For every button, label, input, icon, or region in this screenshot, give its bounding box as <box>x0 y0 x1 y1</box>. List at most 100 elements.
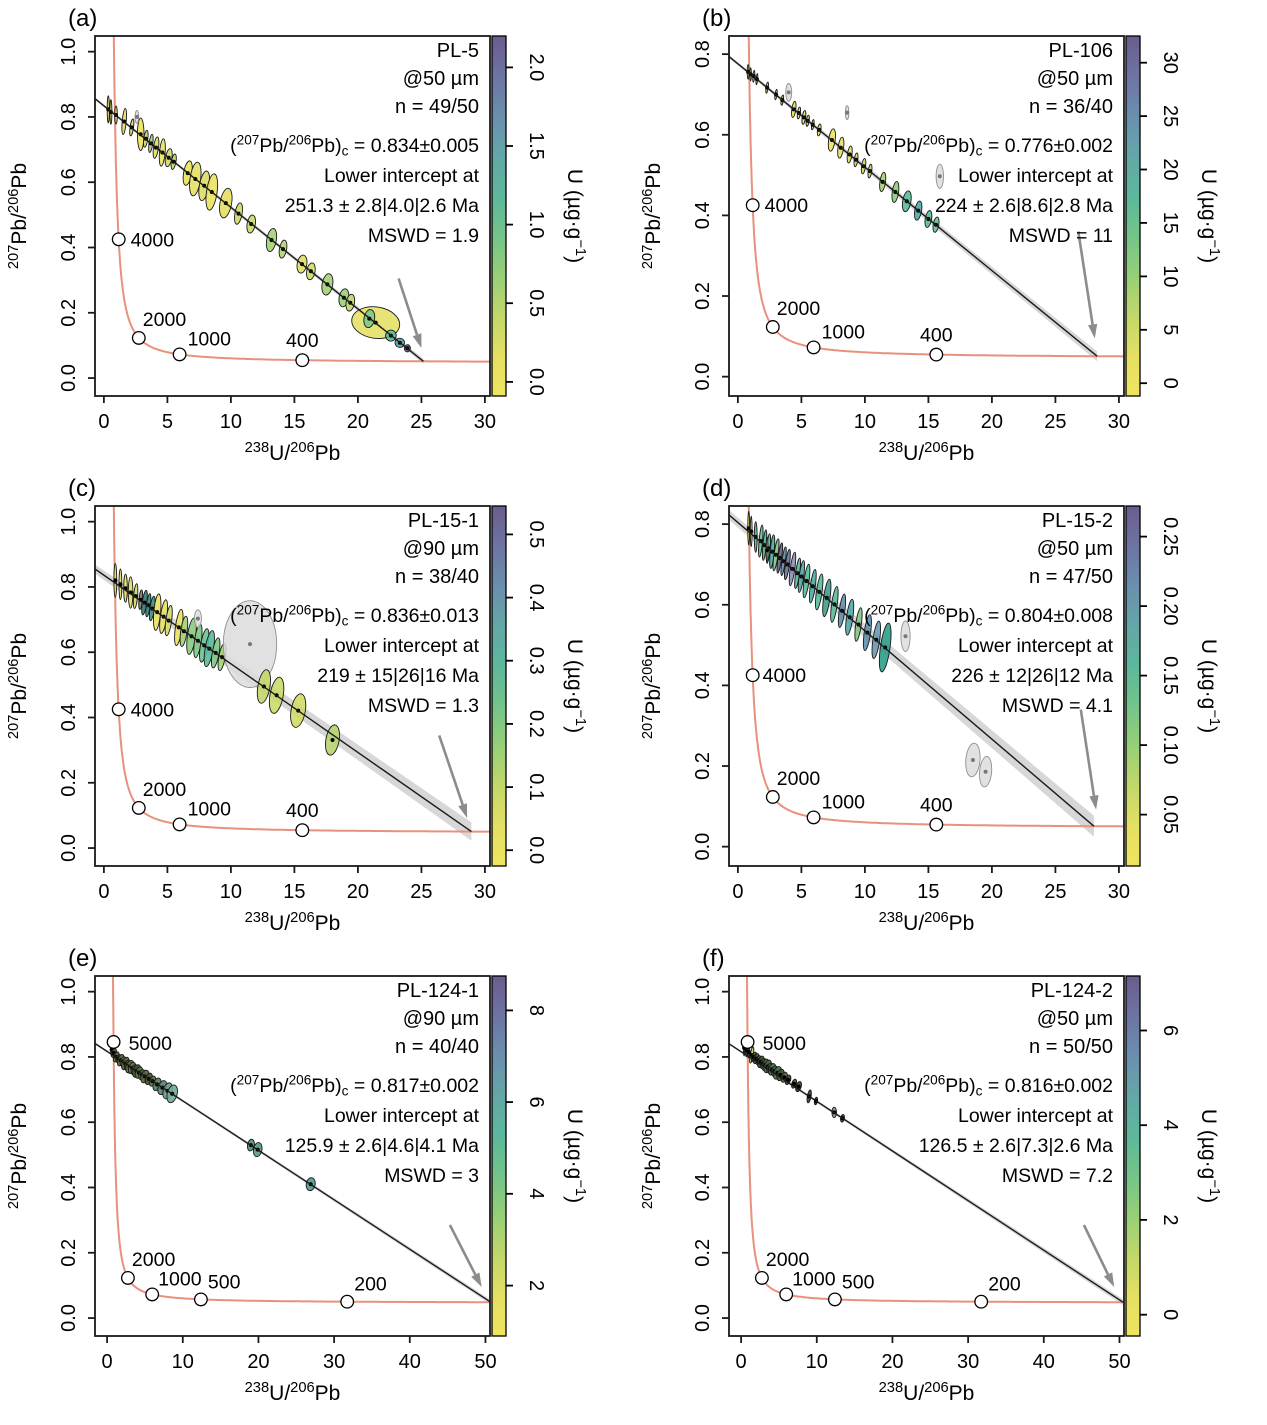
lower-intercept-age: 125.9 ± 2.6|4.6|4.1 Ma <box>285 1135 479 1157</box>
common-pb-ratio-label: (207Pb/206Pb)c = 0.776±0.002 <box>864 133 1113 159</box>
colorbar <box>1125 35 1141 397</box>
colorbar-tick-label: 0 <box>1159 378 1181 389</box>
colorbar-tick-label: 20 <box>1159 158 1181 180</box>
concordia-age-marker <box>172 347 187 362</box>
y-tick-label: 0.6 <box>58 168 80 196</box>
x-tick-label: 30 <box>1108 411 1130 433</box>
data-point-center <box>113 578 118 583</box>
y-tick-label: 0.6 <box>58 1108 80 1136</box>
age-marker-label: 2000 <box>143 779 187 801</box>
age-marker-label: 1000 <box>792 1268 836 1290</box>
data-point-center <box>786 1077 790 1082</box>
y-tick-label: 0.0 <box>692 833 714 861</box>
x-tick-label: 5 <box>796 411 807 433</box>
data-point-center <box>796 1084 801 1089</box>
common-pb-ratio-label: (207Pb/206Pb)c = 0.834±0.005 <box>230 133 479 159</box>
colorbar-tick-label: 0.5 <box>525 289 547 317</box>
age-marker-label: 1000 <box>188 798 232 820</box>
x-tick-label: 20 <box>347 881 369 903</box>
colorbar-tick-label: 6 <box>1159 1025 1181 1036</box>
age-marker-label: 4000 <box>763 665 807 687</box>
age-marker-label: 1000 <box>188 328 232 350</box>
colorbar-title: U (µg·g−1) <box>563 1109 588 1203</box>
lower-intercept-age: 126.5 ± 2.6|7.3|2.6 Ma <box>919 1135 1113 1157</box>
x-tick-label: 30 <box>1108 881 1130 903</box>
concordia-age-marker <box>111 232 126 247</box>
x-tick-label: 5 <box>162 411 173 433</box>
y-tick-label: 0.6 <box>58 638 80 666</box>
colorbar-title: U (µg·g−1) <box>1197 169 1222 263</box>
y-tick-label: 0.0 <box>58 364 80 392</box>
age-marker-label: 2000 <box>766 1249 810 1271</box>
lower-intercept-text: Lower intercept at <box>958 1105 1114 1127</box>
age-marker-label: 5000 <box>129 1033 173 1055</box>
x-tick-label: 0 <box>98 881 109 903</box>
age-marker-label: 5000 <box>763 1033 807 1055</box>
x-tick-label: 10 <box>220 881 242 903</box>
mswd-label: MSWD = 7.2 <box>1002 1165 1113 1187</box>
plot-area <box>729 506 1124 837</box>
age-marker-label: 200 <box>988 1274 1021 1296</box>
age-marker-label: 2000 <box>777 768 821 790</box>
concordia-age-marker <box>131 330 146 345</box>
concordia-curve <box>112 976 490 1304</box>
colorbar-tick-label: 0.20 <box>1159 587 1181 626</box>
concordia-curve <box>746 976 1124 1304</box>
data-point-center <box>746 526 751 531</box>
concordia-age-marker <box>145 1287 160 1302</box>
sample-label: PL-5 <box>437 40 479 62</box>
x-axis-title: 238U/206Pb <box>245 910 341 935</box>
y-tick-label: 0.4 <box>58 704 80 732</box>
lower-intercept-age: 226 ± 12|26|12 Ma <box>951 665 1113 687</box>
mswd-label: MSWD = 1.9 <box>368 225 479 247</box>
x-tick-label: 20 <box>347 411 369 433</box>
y-tick-label: 0.8 <box>692 40 714 68</box>
y-tick-label: 0.0 <box>692 1304 714 1332</box>
x-tick-label: 30 <box>323 1351 345 1373</box>
colorbar-tick-label: 0.4 <box>525 584 547 612</box>
concordia-age-marker <box>120 1270 135 1285</box>
x-tick-label: 25 <box>1044 881 1066 903</box>
colorbar <box>1125 975 1141 1337</box>
age-marker-label: 4000 <box>131 699 175 721</box>
concordia-age-marker <box>295 353 310 368</box>
x-tick-label: 25 <box>410 411 432 433</box>
y-axis-title: 207Pb/206Pb <box>6 1103 31 1209</box>
concordia-age-marker <box>172 817 187 832</box>
x-tick-label: 20 <box>981 411 1003 433</box>
mswd-label: MSWD = 3 <box>384 1165 479 1187</box>
lower-intercept-arrow <box>1079 709 1096 796</box>
age-marker-label: 1000 <box>822 791 866 813</box>
x-axis-title: 238U/206Pb <box>879 910 975 935</box>
y-tick-label: 0.8 <box>58 103 80 131</box>
sample-label: PL-124-1 <box>397 980 479 1002</box>
data-point-center <box>786 90 791 95</box>
spot-size-label: @50 µm <box>1037 1008 1113 1030</box>
x-tick-label: 0 <box>732 881 743 903</box>
lower-intercept-age: 219 ± 15|26|16 Ma <box>317 665 479 687</box>
colorbar-tick-label: 0.0 <box>525 368 547 396</box>
y-tick-label: 1.0 <box>692 978 714 1006</box>
concordia-age-marker <box>827 1292 842 1307</box>
colorbar-tick-label: 30 <box>1159 52 1181 74</box>
spot-size-label: @50 µm <box>403 68 479 90</box>
colorbar-tick-label: 1.5 <box>525 132 547 160</box>
data-point-center <box>134 114 139 119</box>
panel-letter: (f) <box>702 945 725 972</box>
y-tick-label: 0.6 <box>692 1108 714 1136</box>
concordia-age-marker <box>745 198 760 213</box>
x-tick-label: 10 <box>172 1351 194 1373</box>
plot-area <box>95 976 490 1309</box>
x-tick-label: 50 <box>474 1351 496 1373</box>
colorbar-title: U (µg·g−1) <box>1197 1109 1222 1203</box>
age-marker-label: 2000 <box>143 309 187 331</box>
data-point-center <box>970 758 975 762</box>
x-tick-label: 0 <box>732 411 743 433</box>
concordia-age-marker <box>295 823 310 838</box>
age-marker-label: 2000 <box>132 1249 176 1271</box>
colorbar-tick-label: 0.15 <box>1159 656 1181 695</box>
y-tick-label: 1.0 <box>58 978 80 1006</box>
n-count-label: n = 40/40 <box>395 1036 479 1058</box>
